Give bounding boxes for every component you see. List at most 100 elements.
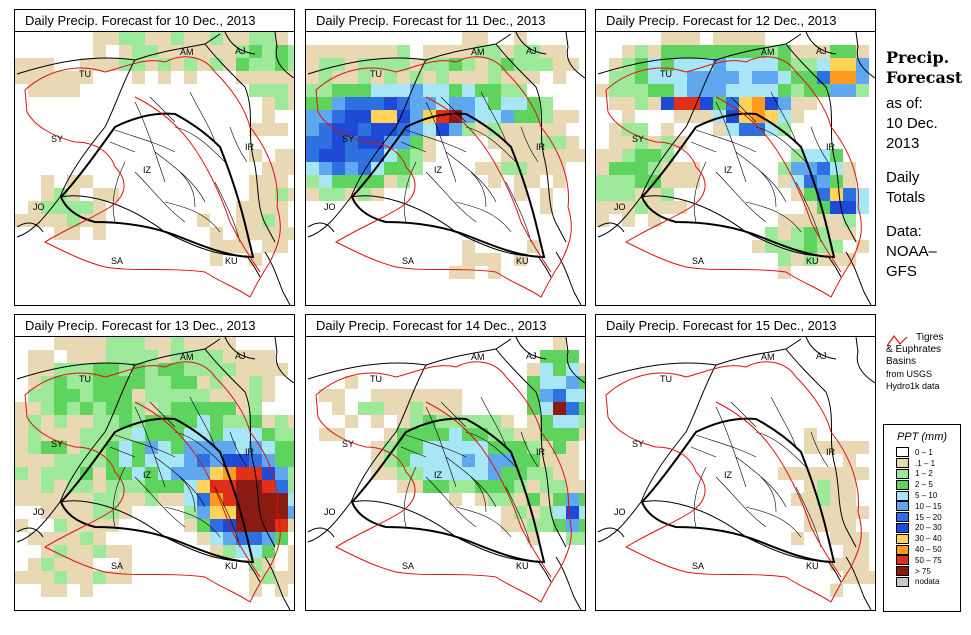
precip-cell — [449, 389, 462, 402]
precip-cell — [527, 441, 540, 454]
precip-cell — [54, 428, 67, 441]
precip-cell — [262, 201, 275, 214]
precip-cell — [288, 428, 294, 441]
precip-cell — [93, 545, 106, 558]
precip-cell — [713, 110, 726, 123]
precip-cell — [540, 389, 553, 402]
precip-cell — [371, 467, 384, 480]
precip-cell — [579, 493, 585, 506]
precip-cell — [106, 467, 119, 480]
precip-cell — [288, 71, 294, 84]
precip-cell — [306, 149, 319, 162]
precip-cell — [106, 337, 119, 350]
precip-cell — [553, 402, 566, 415]
precip-cell — [540, 350, 553, 363]
basin-boundary — [715, 401, 842, 578]
precip-cell — [371, 389, 384, 402]
precip-cell — [674, 110, 687, 123]
district-line — [189, 91, 216, 143]
precip-cell — [397, 389, 410, 402]
precip-cell — [501, 467, 514, 480]
legend-item: 30 – 40 — [884, 533, 960, 544]
precip-cell — [197, 45, 210, 58]
district-line — [425, 476, 477, 528]
precip-cell — [648, 188, 661, 201]
precip-cell — [804, 240, 817, 253]
precip-cell — [249, 389, 262, 402]
precip-cell — [579, 415, 585, 428]
precip-cell — [54, 506, 67, 519]
legend-label: 40 – 50 — [915, 545, 942, 555]
precip-cell — [158, 402, 171, 415]
precip-cell — [306, 71, 319, 84]
precip-cell — [609, 123, 622, 136]
precip-cell — [553, 363, 566, 376]
precip-cell — [830, 493, 843, 506]
precip-cell — [288, 415, 294, 428]
precip-cell — [791, 253, 804, 266]
precip-cell — [41, 571, 54, 584]
precip-cell — [566, 58, 579, 71]
precip-cell — [501, 110, 514, 123]
country-border — [855, 337, 875, 384]
precip-cell — [184, 428, 197, 441]
precip-cell — [436, 71, 449, 84]
precip-cell — [249, 506, 262, 519]
basin-legend-line4: from USGS — [886, 369, 933, 379]
precip-cell — [288, 58, 294, 71]
district-line — [795, 181, 822, 243]
district-line — [695, 434, 757, 458]
precip-cell — [67, 402, 80, 415]
precip-cell — [674, 58, 687, 71]
precip-cell — [475, 428, 488, 441]
precip-cell — [579, 506, 585, 519]
district-line — [730, 401, 757, 428]
precip-cell — [275, 454, 288, 467]
precip-cell — [843, 558, 856, 571]
precip-cell — [410, 162, 423, 175]
precip-cell — [80, 467, 93, 480]
precip-cell — [210, 45, 223, 58]
precip-cell — [249, 493, 262, 506]
district-line — [760, 476, 777, 513]
precip-cell — [514, 32, 527, 45]
precip-cell — [41, 493, 54, 506]
forecast-panel: Daily Precip. Forecast for 14 Dec., 2013… — [305, 314, 586, 611]
precip-cell — [843, 58, 856, 71]
precip-cell — [501, 84, 514, 97]
precip-cell — [80, 493, 93, 506]
precip-cell — [752, 240, 765, 253]
precip-cell — [210, 519, 223, 532]
precip-map: AM AJ TU SY IZ IR JO SA KU — [15, 337, 294, 610]
precip-cell — [817, 58, 830, 71]
precip-cell — [514, 136, 527, 149]
precip-cell — [475, 84, 488, 97]
precip-cell — [596, 188, 609, 201]
precip-cell — [449, 266, 462, 279]
legend-item: 15 – 20 — [884, 512, 960, 523]
precip-cell — [843, 175, 856, 188]
district-line — [730, 96, 757, 123]
precip-cell — [158, 428, 171, 441]
precip-cell — [275, 162, 288, 175]
precip-cell — [553, 110, 566, 123]
precip-cell — [249, 428, 262, 441]
precip-cell — [210, 363, 223, 376]
precip-cell — [384, 389, 397, 402]
precip-cell — [332, 149, 345, 162]
precip-cell — [28, 558, 41, 571]
precip-cell — [579, 519, 585, 532]
precip-cell — [210, 467, 223, 480]
country-border — [224, 32, 256, 55]
precip-cell — [410, 467, 423, 480]
precip-cell — [93, 214, 106, 227]
precip-cell — [488, 58, 501, 71]
country-label: IR — [245, 142, 255, 152]
precip-cell — [67, 415, 80, 428]
district-line — [690, 446, 717, 458]
precip-cell — [93, 467, 106, 480]
precip-cell — [778, 253, 791, 266]
precip-cell — [319, 389, 332, 402]
precip-cell — [778, 58, 791, 71]
precip-cell — [119, 571, 132, 584]
